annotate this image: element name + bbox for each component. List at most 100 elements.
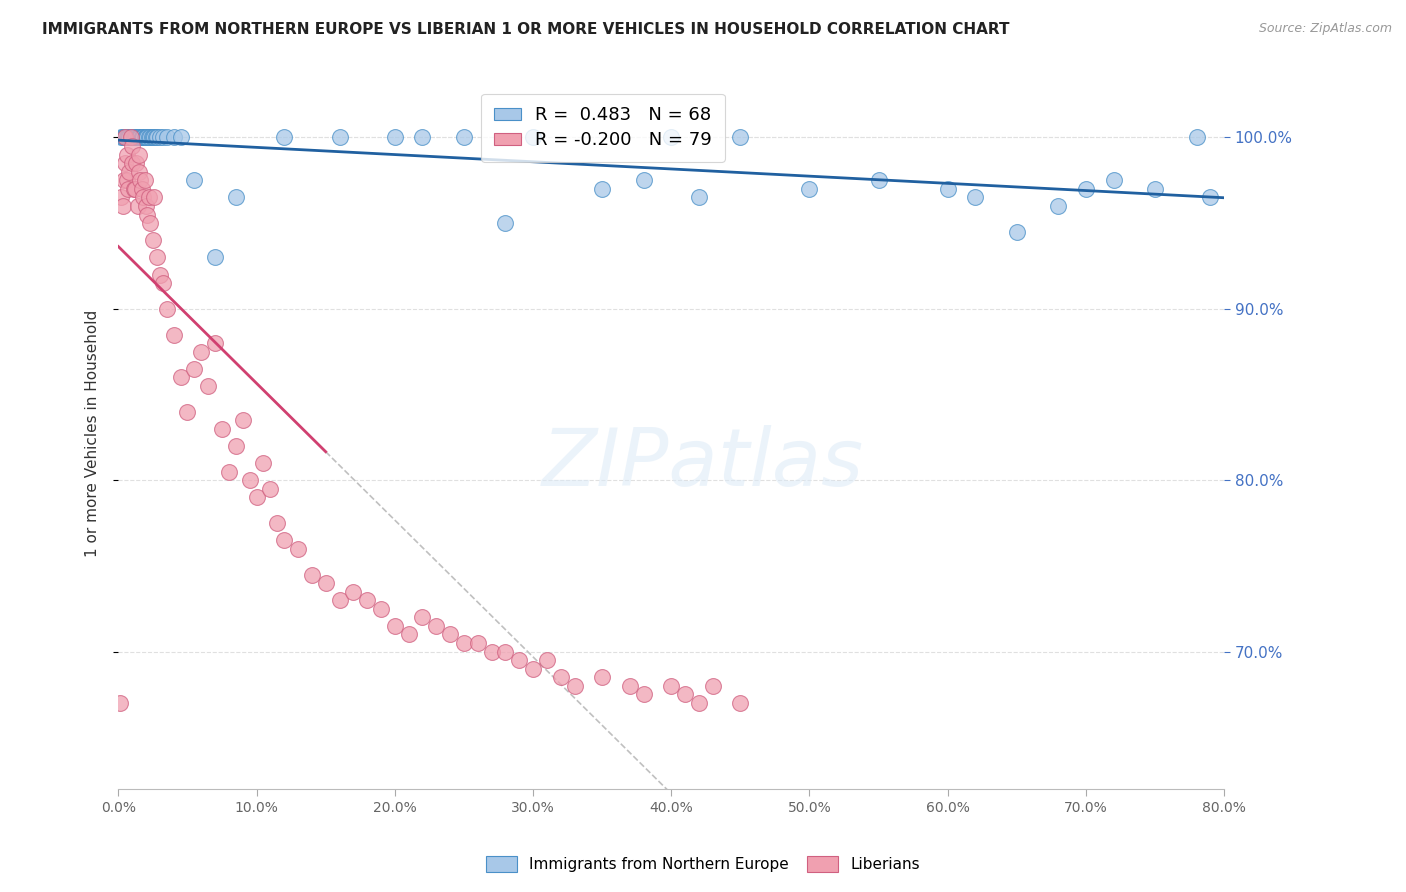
Point bbox=[134, 130, 156, 145]
Point bbox=[453, 130, 475, 145]
Point bbox=[129, 130, 152, 145]
Point bbox=[128, 165, 150, 179]
Point bbox=[132, 130, 155, 145]
Point bbox=[1199, 190, 1222, 204]
Point bbox=[508, 653, 530, 667]
Point bbox=[152, 276, 174, 290]
Point bbox=[183, 361, 205, 376]
Point bbox=[136, 208, 159, 222]
Point bbox=[143, 130, 166, 145]
Point bbox=[536, 653, 558, 667]
Point bbox=[156, 301, 179, 316]
Point bbox=[125, 130, 148, 145]
Point bbox=[124, 130, 146, 145]
Point bbox=[252, 456, 274, 470]
Point bbox=[121, 156, 143, 170]
Point bbox=[115, 147, 138, 161]
Point bbox=[135, 130, 157, 145]
Point bbox=[149, 130, 172, 145]
Point bbox=[439, 627, 461, 641]
Point bbox=[118, 130, 141, 145]
Point bbox=[328, 130, 350, 145]
Point bbox=[139, 216, 162, 230]
Point bbox=[225, 190, 247, 204]
Point bbox=[232, 413, 254, 427]
Point bbox=[114, 130, 136, 145]
Point bbox=[591, 182, 613, 196]
Point bbox=[112, 173, 135, 187]
Point bbox=[1005, 225, 1028, 239]
Point bbox=[125, 130, 148, 145]
Point bbox=[633, 173, 655, 187]
Point bbox=[115, 130, 138, 145]
Point bbox=[266, 516, 288, 530]
Point bbox=[142, 233, 165, 247]
Point bbox=[225, 439, 247, 453]
Point bbox=[702, 679, 724, 693]
Point bbox=[481, 645, 503, 659]
Point bbox=[494, 645, 516, 659]
Point bbox=[122, 130, 145, 145]
Point bbox=[120, 130, 142, 145]
Point bbox=[135, 130, 157, 145]
Point bbox=[127, 130, 149, 145]
Point bbox=[111, 130, 134, 145]
Point bbox=[183, 173, 205, 187]
Legend: R =  0.483   N = 68, R = -0.200   N = 79: R = 0.483 N = 68, R = -0.200 N = 79 bbox=[481, 94, 725, 162]
Point bbox=[273, 130, 295, 145]
Point bbox=[384, 130, 406, 145]
Point bbox=[245, 491, 267, 505]
Point bbox=[619, 679, 641, 693]
Legend: Immigrants from Northern Europe, Liberians: Immigrants from Northern Europe, Liberia… bbox=[478, 848, 928, 880]
Point bbox=[114, 156, 136, 170]
Point bbox=[301, 567, 323, 582]
Point bbox=[211, 422, 233, 436]
Point bbox=[868, 173, 890, 187]
Point bbox=[522, 662, 544, 676]
Point bbox=[259, 482, 281, 496]
Point bbox=[342, 584, 364, 599]
Point bbox=[564, 679, 586, 693]
Point bbox=[117, 130, 139, 145]
Point bbox=[120, 130, 142, 145]
Point bbox=[169, 130, 191, 145]
Y-axis label: 1 or more Vehicles in Household: 1 or more Vehicles in Household bbox=[86, 310, 100, 557]
Point bbox=[138, 190, 160, 204]
Point bbox=[114, 130, 136, 145]
Point bbox=[136, 130, 159, 145]
Point bbox=[135, 199, 157, 213]
Point bbox=[121, 130, 143, 145]
Point bbox=[1185, 130, 1208, 145]
Point bbox=[197, 379, 219, 393]
Text: IMMIGRANTS FROM NORTHERN EUROPE VS LIBERIAN 1 OR MORE VEHICLES IN HOUSEHOLD CORR: IMMIGRANTS FROM NORTHERN EUROPE VS LIBER… bbox=[42, 22, 1010, 37]
Point bbox=[163, 130, 186, 145]
Point bbox=[145, 130, 167, 145]
Point bbox=[112, 130, 135, 145]
Point bbox=[131, 130, 153, 145]
Point bbox=[129, 130, 152, 145]
Point bbox=[131, 182, 153, 196]
Point bbox=[1102, 173, 1125, 187]
Point bbox=[134, 173, 156, 187]
Point bbox=[398, 627, 420, 641]
Point bbox=[176, 405, 198, 419]
Point bbox=[110, 130, 132, 145]
Point bbox=[190, 344, 212, 359]
Point bbox=[328, 593, 350, 607]
Point bbox=[494, 216, 516, 230]
Point bbox=[522, 130, 544, 145]
Point bbox=[659, 130, 682, 145]
Point bbox=[132, 130, 155, 145]
Point bbox=[550, 670, 572, 684]
Point bbox=[110, 190, 132, 204]
Point bbox=[127, 130, 149, 145]
Point bbox=[730, 696, 752, 710]
Point bbox=[149, 268, 172, 282]
Point bbox=[730, 130, 752, 145]
Point bbox=[799, 182, 821, 196]
Point bbox=[121, 139, 143, 153]
Point bbox=[163, 327, 186, 342]
Point bbox=[129, 173, 152, 187]
Point bbox=[128, 130, 150, 145]
Point bbox=[239, 473, 262, 487]
